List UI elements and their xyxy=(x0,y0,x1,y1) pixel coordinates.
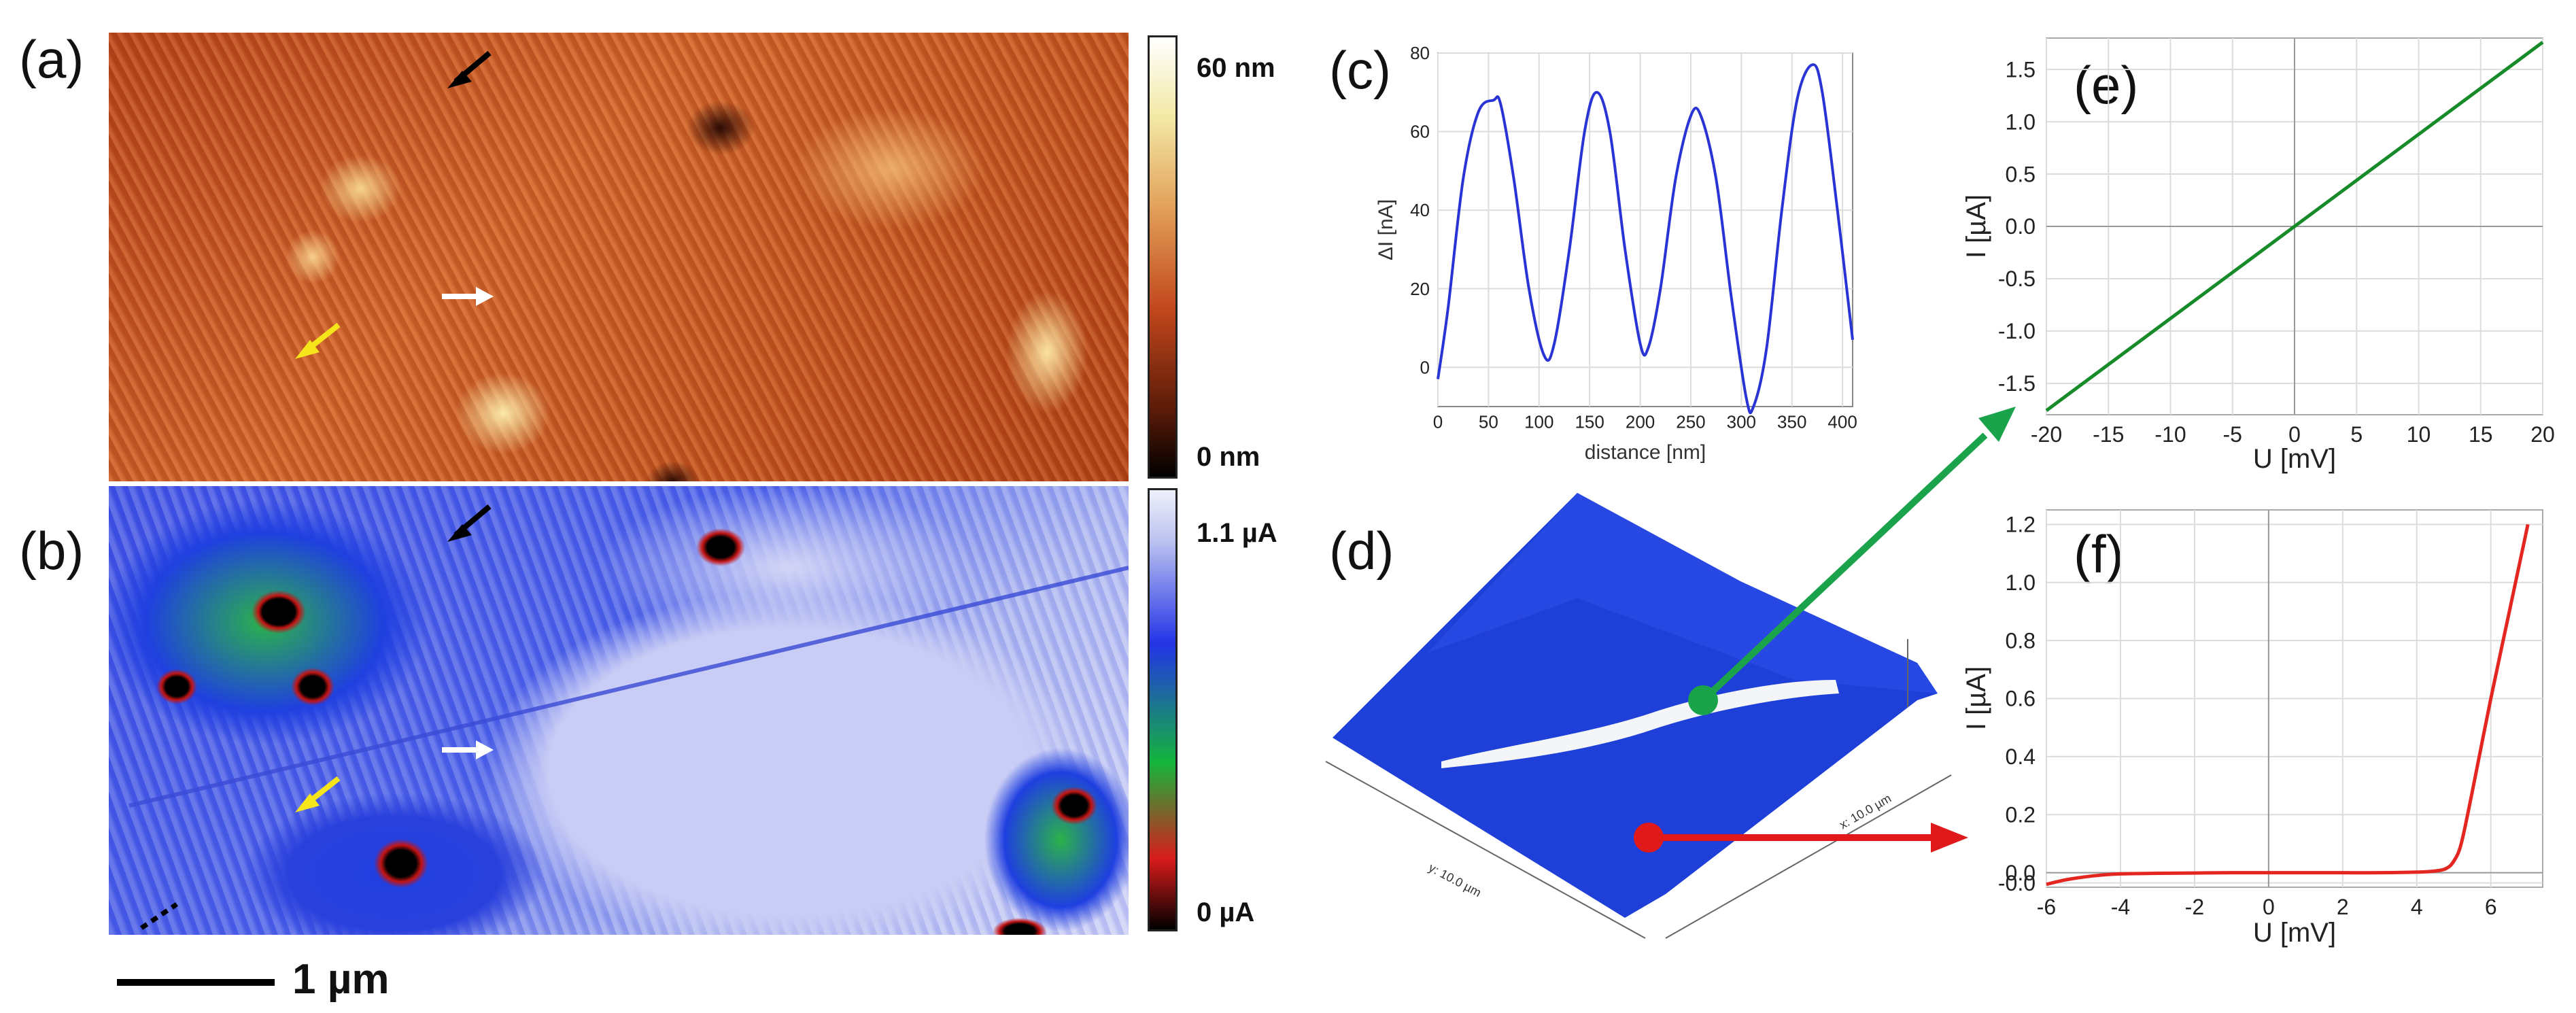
chart-e-xtick-label: -10 xyxy=(2154,422,2186,447)
yellow-arrow-b xyxy=(295,776,341,812)
chart-c-ytick-label: 80 xyxy=(1410,43,1430,63)
chart-c-series-line xyxy=(1437,63,1854,415)
chart-linear-iv: -20 -15 -10 -5 0 5 10 15 20 -1.5 -1.0 -0.5 0.0 0.5 1.0… xyxy=(1961,37,2555,474)
colorbar-current xyxy=(1148,488,1178,931)
chart-e-ytick-label: 0.5 xyxy=(2006,162,2036,186)
chart-f-ytick-label: 0.6 xyxy=(2006,687,2036,711)
chart-c-ylabel: ΔI [nA] xyxy=(1375,199,1397,260)
panel-label-f: (f) xyxy=(2074,524,2124,584)
surface-3d-lighter-region xyxy=(1428,493,1938,693)
chart-f-xtick-label: 6 xyxy=(2485,895,2497,919)
chart-e-xtick-label: 5 xyxy=(2350,422,2363,447)
chart-e-xtick-label: 0 xyxy=(2288,422,2301,447)
chart-e-ytick-label: -1.5 xyxy=(1998,371,2036,396)
chart-e-ylabel: I [µA] xyxy=(1961,194,1991,258)
panel-label-b: (b) xyxy=(19,521,84,581)
chart-c-xtick-label: 350 xyxy=(1777,412,1806,432)
chart-f-ytick-label: 1.0 xyxy=(2006,570,2036,595)
panel-label-c: (c) xyxy=(1329,40,1391,100)
colorbar-height-min: 0 nm xyxy=(1197,442,1260,472)
chart-f-xtick-label: -2 xyxy=(2185,895,2204,919)
panel-label-e: (e) xyxy=(2074,55,2139,115)
chart-c-xtick-label: 300 xyxy=(1727,412,1756,432)
height-map-image xyxy=(109,33,1129,481)
chart-e-xtick-label: 20 xyxy=(2530,422,2555,447)
colorbar-height xyxy=(1148,35,1178,479)
chart-f-ytick-label: 0.4 xyxy=(2006,744,2036,769)
axis-x-3d xyxy=(1665,774,1952,939)
black-arrow-b xyxy=(447,504,492,542)
chart-e-ytick-label: 0.0 xyxy=(2006,214,2036,239)
chart-e-xlabel: U [mV] xyxy=(2253,444,2336,474)
chart-f-ytick-label: 0.8 xyxy=(2006,628,2036,653)
colorbar-current-max: 1.1 µA xyxy=(1197,518,1277,548)
chart-line-profile: 0 50 100 150 200 250 300 350 400 0 20 40 60 80 distan… xyxy=(1375,43,1857,464)
chart-c-xtick-label: 400 xyxy=(1827,412,1857,432)
red-arrow xyxy=(1634,823,1968,853)
chart-f-xtick-label: -6 xyxy=(2037,895,2056,919)
chart-e-xtick-label: -5 xyxy=(2223,422,2242,447)
chart-nonlinear-iv: -6 -4 -2 0 2 4 6 -0.00.0 0.2 0.4 0.6 0.8 1.0 1.2 U [m… xyxy=(1961,509,2543,948)
chart-f-ytick-label: -0.0 xyxy=(1998,871,2036,895)
chart-e-series-line xyxy=(2045,41,2544,412)
chart-f-ytick-label: 0.0 xyxy=(2006,861,2036,885)
white-arrow-b xyxy=(442,740,494,759)
chart-e-xtick-label: -15 xyxy=(2093,422,2124,447)
chart-e-ytick-label: 1.5 xyxy=(2006,57,2036,82)
yellow-arrow-a xyxy=(295,322,341,359)
colorbar-current-min: 0 µA xyxy=(1197,897,1255,927)
chart-c-xtick-label: 150 xyxy=(1575,412,1604,432)
white-arrow-a xyxy=(442,287,494,306)
chart-c-xtick-label: 250 xyxy=(1676,412,1705,432)
chart-c-ytick-label: 60 xyxy=(1410,122,1430,142)
chart-c-ytick-label: 20 xyxy=(1410,279,1430,299)
surface-3d-render: y: 10.0 µm x: 10.0 µm xyxy=(1325,493,1952,939)
panel-label-d: (d) xyxy=(1329,521,1394,581)
chart-e-xtick-label: 15 xyxy=(2469,422,2493,447)
panel-label-a: (a) xyxy=(19,29,84,89)
chart-f-xtick-label: -4 xyxy=(2111,895,2130,919)
grain-boundary-line xyxy=(128,566,1129,808)
scale-bar xyxy=(117,979,275,986)
chart-c-xtick-label: 200 xyxy=(1626,412,1655,432)
chart-f-series-line xyxy=(2046,523,2530,887)
chart-f-xtick-label: 4 xyxy=(2411,895,2423,919)
green-arrow xyxy=(1688,407,2016,715)
chart-e-xtick-label: 10 xyxy=(2407,422,2431,447)
chart-c-ytick-label: 0 xyxy=(1420,357,1430,377)
chart-f-ytick-label: 0.2 xyxy=(2006,802,2036,827)
scale-bar-label: 1 µm xyxy=(292,956,390,1003)
grain-ridge-3d xyxy=(1441,680,1839,768)
chart-c-ytick-label: 40 xyxy=(1410,200,1430,220)
chart-f-ytick-label: 1.2 xyxy=(2006,513,2036,537)
chart-c-xtick-label: 0 xyxy=(1433,412,1443,432)
chart-e-ytick-label: 1.0 xyxy=(2006,109,2036,134)
axis-y-3d xyxy=(1325,761,1646,939)
chart-f-xtick-label: 0 xyxy=(2263,895,2275,919)
chart-e-ytick-label: -0.5 xyxy=(1998,267,2036,291)
chart-c-xtick-label: 100 xyxy=(1524,412,1553,432)
chart-c-xlabel: distance [nm] xyxy=(1585,441,1706,464)
chart-f-xtick-label: 2 xyxy=(2337,895,2349,919)
colorbar-height-max: 60 nm xyxy=(1197,53,1275,83)
chart-c-xtick-label: 50 xyxy=(1479,412,1498,432)
chart-e-xtick-label: -20 xyxy=(2031,422,2062,447)
black-arrow-a xyxy=(447,50,492,88)
current-map-image xyxy=(109,486,1129,935)
chart-e-ytick-label: -1.0 xyxy=(1998,319,2036,343)
chart-f-ylabel: I [µA] xyxy=(1961,666,1991,730)
chart-f-xlabel: U [mV] xyxy=(2253,918,2336,948)
